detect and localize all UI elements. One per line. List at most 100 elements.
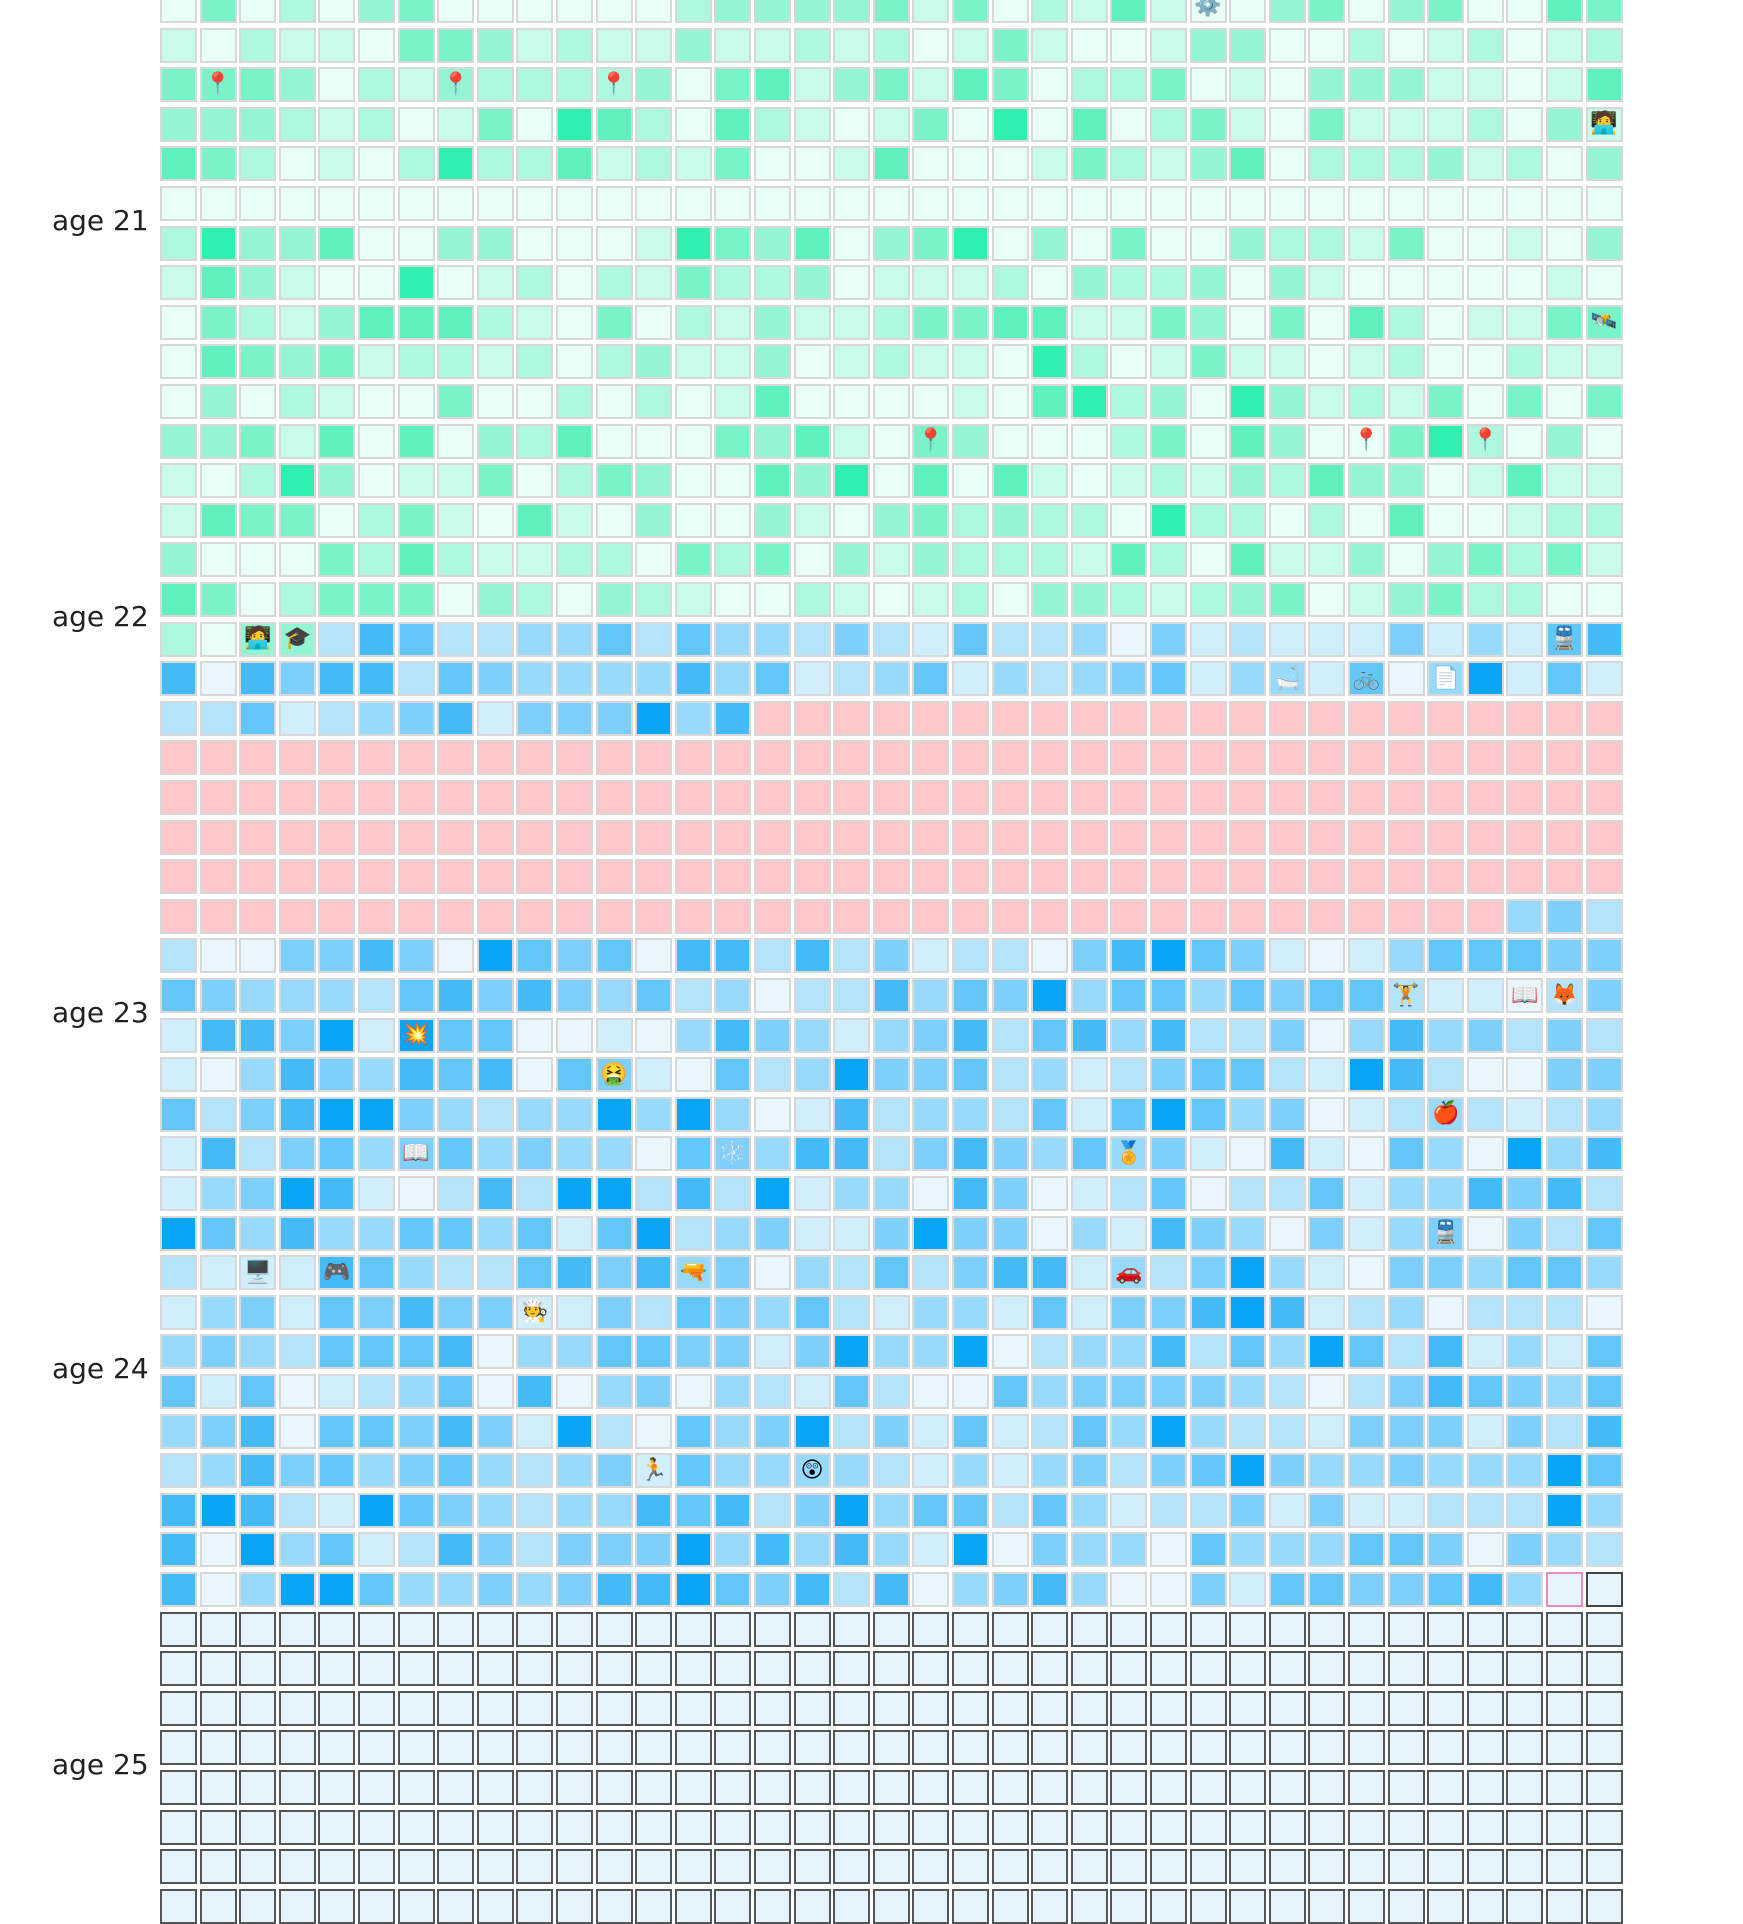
week-cell[interactable] xyxy=(1308,1809,1346,1845)
week-cell[interactable] xyxy=(912,1176,950,1211)
week-cell[interactable]: 🏋️ xyxy=(1387,978,1425,1013)
week-cell[interactable] xyxy=(991,146,1029,182)
week-cell[interactable] xyxy=(1110,502,1148,538)
week-cell[interactable] xyxy=(1427,621,1465,657)
week-cell[interactable] xyxy=(912,1532,950,1568)
week-cell[interactable] xyxy=(1070,502,1108,538)
week-cell[interactable] xyxy=(1466,1136,1504,1172)
week-cell[interactable] xyxy=(952,106,989,142)
week-cell[interactable] xyxy=(556,1730,593,1766)
week-cell[interactable] xyxy=(1427,67,1465,103)
week-cell[interactable] xyxy=(1268,1532,1306,1568)
week-cell[interactable] xyxy=(1150,1176,1187,1211)
week-cell[interactable] xyxy=(278,1057,316,1093)
week-cell[interactable] xyxy=(1546,542,1583,578)
week-cell[interactable] xyxy=(1466,1809,1504,1845)
week-cell[interactable] xyxy=(199,938,237,974)
week-cell[interactable] xyxy=(1546,1057,1583,1093)
week-cell[interactable] xyxy=(912,898,950,934)
week-cell[interactable] xyxy=(476,186,514,221)
week-cell[interactable] xyxy=(1150,1413,1187,1449)
week-cell[interactable]: 🧑‍💻 xyxy=(1585,106,1623,142)
week-cell[interactable] xyxy=(1427,0,1465,23)
week-cell[interactable] xyxy=(1229,780,1267,815)
week-cell[interactable] xyxy=(516,1651,554,1687)
week-cell[interactable] xyxy=(635,1849,673,1885)
week-cell[interactable] xyxy=(358,1730,395,1766)
week-cell[interactable]: 📄 xyxy=(1427,661,1465,697)
week-cell[interactable] xyxy=(358,1017,395,1053)
week-cell[interactable] xyxy=(1189,621,1227,657)
week-cell[interactable] xyxy=(872,106,910,142)
week-cell[interactable] xyxy=(1110,1215,1148,1251)
week-cell[interactable] xyxy=(1427,423,1465,459)
week-cell[interactable] xyxy=(674,1532,712,1568)
week-cell[interactable] xyxy=(635,1690,673,1726)
week-cell[interactable] xyxy=(397,423,435,459)
week-cell[interactable] xyxy=(872,1492,910,1528)
week-cell[interactable] xyxy=(674,700,712,736)
week-cell[interactable] xyxy=(754,1770,791,1805)
week-cell[interactable] xyxy=(635,542,673,578)
week-cell[interactable] xyxy=(674,661,712,697)
week-cell[interactable] xyxy=(437,621,475,657)
week-cell[interactable] xyxy=(358,1176,395,1211)
week-cell[interactable]: 📖 xyxy=(397,1136,435,1172)
week-cell[interactable] xyxy=(952,67,989,103)
week-cell[interactable] xyxy=(1150,1888,1187,1924)
week-cell[interactable] xyxy=(833,1374,871,1409)
week-cell[interactable] xyxy=(1031,67,1069,103)
week-cell[interactable] xyxy=(239,1453,277,1489)
week-cell[interactable] xyxy=(714,780,752,815)
week-cell[interactable] xyxy=(1070,146,1108,182)
week-cell[interactable] xyxy=(1268,265,1306,301)
week-cell[interactable] xyxy=(991,661,1029,697)
week-cell[interactable] xyxy=(1031,1730,1069,1766)
week-cell[interactable] xyxy=(754,1492,791,1528)
week-cell[interactable] xyxy=(397,1730,435,1766)
week-cell[interactable] xyxy=(1110,542,1148,578)
week-cell[interactable] xyxy=(1268,1096,1306,1132)
week-cell[interactable] xyxy=(1546,1294,1583,1330)
week-cell[interactable] xyxy=(1229,621,1267,657)
week-cell[interactable] xyxy=(318,542,356,578)
week-cell[interactable] xyxy=(1585,344,1623,380)
week-cell[interactable] xyxy=(1031,0,1069,23)
week-cell[interactable] xyxy=(912,1849,950,1885)
week-cell[interactable] xyxy=(635,106,673,142)
week-cell[interactable] xyxy=(674,898,712,934)
week-cell[interactable] xyxy=(714,1690,752,1726)
week-cell[interactable] xyxy=(556,1453,593,1489)
week-cell[interactable] xyxy=(1427,146,1465,182)
week-cell[interactable] xyxy=(1348,819,1385,855)
week-cell[interactable] xyxy=(872,186,910,221)
week-cell[interactable] xyxy=(952,1334,989,1370)
week-cell[interactable] xyxy=(833,780,871,815)
week-cell[interactable] xyxy=(635,661,673,697)
week-cell[interactable] xyxy=(160,27,197,63)
week-cell[interactable] xyxy=(1031,1334,1069,1370)
week-cell[interactable] xyxy=(1031,1611,1069,1647)
week-cell[interactable] xyxy=(1348,1017,1385,1053)
week-cell[interactable] xyxy=(160,1572,197,1607)
week-cell[interactable] xyxy=(754,1651,791,1687)
week-cell[interactable] xyxy=(397,1176,435,1211)
week-cell[interactable] xyxy=(1110,1611,1148,1647)
week-cell[interactable] xyxy=(358,661,395,697)
week-cell[interactable] xyxy=(160,265,197,301)
week-cell[interactable]: 📍 xyxy=(199,67,237,103)
week-cell[interactable] xyxy=(278,1849,316,1885)
week-cell[interactable] xyxy=(793,1690,831,1726)
week-cell[interactable] xyxy=(1506,661,1544,697)
week-cell[interactable] xyxy=(1229,1017,1267,1053)
week-cell[interactable] xyxy=(1546,1096,1583,1132)
week-cell[interactable] xyxy=(437,1334,475,1370)
week-cell[interactable] xyxy=(1348,740,1385,776)
week-cell[interactable] xyxy=(1229,225,1267,261)
week-cell[interactable] xyxy=(476,27,514,63)
week-cell[interactable] xyxy=(952,542,989,578)
week-cell[interactable] xyxy=(1189,423,1227,459)
week-cell[interactable] xyxy=(1308,1611,1346,1647)
week-cell[interactable] xyxy=(437,106,475,142)
week-cell[interactable] xyxy=(358,978,395,1013)
